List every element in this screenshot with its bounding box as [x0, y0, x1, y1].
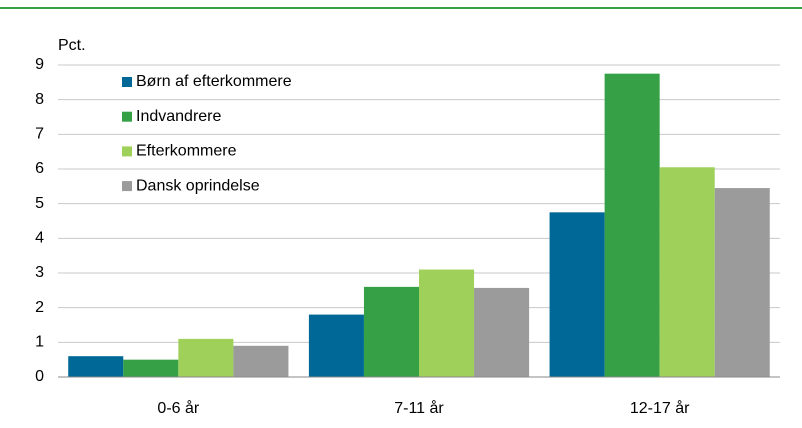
- bar: [604, 73, 660, 378]
- bar: [363, 286, 419, 377]
- bar: [549, 212, 605, 377]
- bar: [123, 359, 179, 377]
- legend-swatch: [122, 77, 132, 87]
- bar: [419, 269, 475, 377]
- bar: [68, 356, 124, 377]
- y-tick-label: 3: [35, 264, 44, 281]
- x-tick-label: 12-17 år: [630, 399, 690, 417]
- x-tick-label: 0-6 år: [157, 399, 199, 417]
- legend-label: Efterkommere: [136, 143, 237, 160]
- y-tick-label: 6: [35, 160, 44, 177]
- bar: [178, 338, 234, 377]
- bar: [714, 188, 770, 377]
- y-axis-label: Pct.: [58, 37, 86, 54]
- y-tick-label: 1: [35, 334, 44, 351]
- legend-label: Børn af efterkommere: [136, 73, 292, 90]
- legend-swatch: [122, 181, 132, 192]
- legend-swatch: [122, 111, 132, 122]
- y-tick-label: 7: [35, 126, 44, 143]
- legend-swatch: [122, 146, 132, 157]
- bar: [474, 287, 530, 377]
- y-tick-label: 4: [35, 230, 44, 247]
- bar: [233, 345, 289, 377]
- x-tick-label: 7-11 år: [394, 399, 444, 417]
- y-tick-label: 2: [35, 299, 44, 316]
- legend-label: Indvandrere: [136, 108, 221, 125]
- bar: [308, 314, 364, 377]
- y-tick-label: 9: [35, 56, 44, 73]
- legend-label: Dansk oprindelse: [136, 177, 260, 194]
- bar: [659, 167, 715, 377]
- y-tick-label: 8: [35, 91, 44, 108]
- y-tick-label: 0: [35, 368, 44, 385]
- y-tick-label: 5: [35, 195, 44, 212]
